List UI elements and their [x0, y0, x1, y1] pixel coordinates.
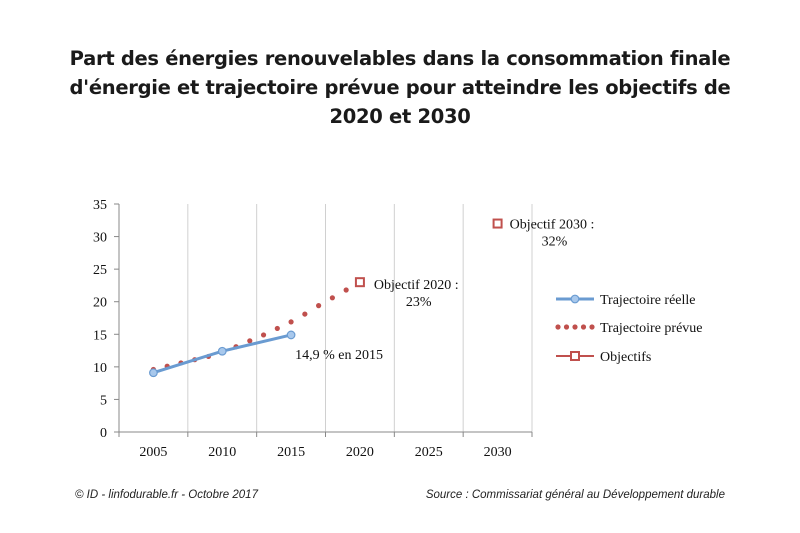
legend-marker — [570, 351, 580, 361]
data-label: 14,9 % en 2015 — [295, 348, 383, 363]
point — [302, 311, 308, 317]
title-line: 2020 et 2030 — [329, 105, 471, 128]
legend-entry: Trajectoire réelle — [556, 293, 696, 308]
y-tick-label: 0 — [100, 426, 107, 441]
data-label: Objectif 2020 : — [374, 278, 459, 293]
point — [343, 287, 349, 293]
x-tick-label: 2020 — [346, 445, 374, 460]
point — [354, 277, 365, 288]
point — [149, 368, 158, 378]
series-objectifs — [354, 218, 503, 288]
series-layer — [149, 218, 503, 378]
x-tick-labels: 2005 2010 2015 2020 2025 2030 — [139, 445, 511, 460]
data-label: 23% — [406, 295, 432, 310]
point — [286, 330, 296, 340]
y-tick-label: 15 — [93, 328, 107, 343]
data-label: Objectif 2030 : — [510, 218, 595, 233]
axes — [114, 203, 533, 437]
legend-entry: Trajectoire prévue — [555, 321, 703, 336]
point — [217, 346, 227, 356]
x-tick-label: 2005 — [139, 445, 167, 460]
legend-marker — [589, 324, 595, 330]
y-tick-labels: 0 5 10 15 20 25 30 35 — [93, 198, 107, 441]
legend-entry: Objectifs — [556, 350, 651, 365]
legend-marker — [580, 324, 587, 330]
legend-marker — [563, 324, 570, 330]
y-tick-label: 25 — [93, 263, 107, 278]
point — [329, 295, 335, 301]
legend-label: Trajectoire prévue — [600, 321, 703, 336]
point — [288, 319, 294, 325]
y-tick-label: 5 — [100, 393, 107, 408]
x-tick-label: 2015 — [277, 445, 305, 460]
point — [316, 303, 322, 309]
point — [492, 218, 503, 229]
source-text: Source : Commissariat général au Dévelop… — [425, 489, 725, 501]
credit-text: © ID - linfodurable.fr - Octobre 2017 — [75, 489, 258, 501]
legend-marker — [572, 324, 578, 330]
legend: Trajectoire réelle Trajectoire prévue Obje… — [555, 293, 703, 365]
chart-title: Part des énergies renouvelables dans la … — [40, 44, 760, 131]
title-line: d'énergie et trajectoire prévue pour att… — [69, 76, 731, 99]
x-tick-label: 2025 — [415, 445, 443, 460]
annotations: 14,9 % en 2015 Objectif 2020 : 23% Objectif… — [295, 218, 594, 363]
grid — [187, 204, 533, 432]
series-trajectoire-reelle — [149, 330, 296, 378]
legend-marker — [570, 294, 580, 304]
title-line: Part des énergies renouvelables dans la … — [69, 47, 731, 70]
data-label: 32% — [542, 235, 568, 250]
legend-label: Objectifs — [600, 350, 651, 365]
point — [260, 332, 267, 338]
point — [247, 338, 253, 344]
y-tick-label: 20 — [93, 296, 107, 311]
x-tick-label: 2030 — [484, 445, 512, 460]
y-tick-label: 35 — [93, 198, 107, 213]
point — [274, 325, 280, 332]
y-tick-label: 30 — [93, 231, 107, 246]
y-tick-label: 10 — [93, 361, 107, 376]
legend-marker — [555, 324, 561, 330]
legend-label: Trajectoire réelle — [600, 293, 696, 308]
x-tick-label: 2010 — [208, 445, 236, 460]
